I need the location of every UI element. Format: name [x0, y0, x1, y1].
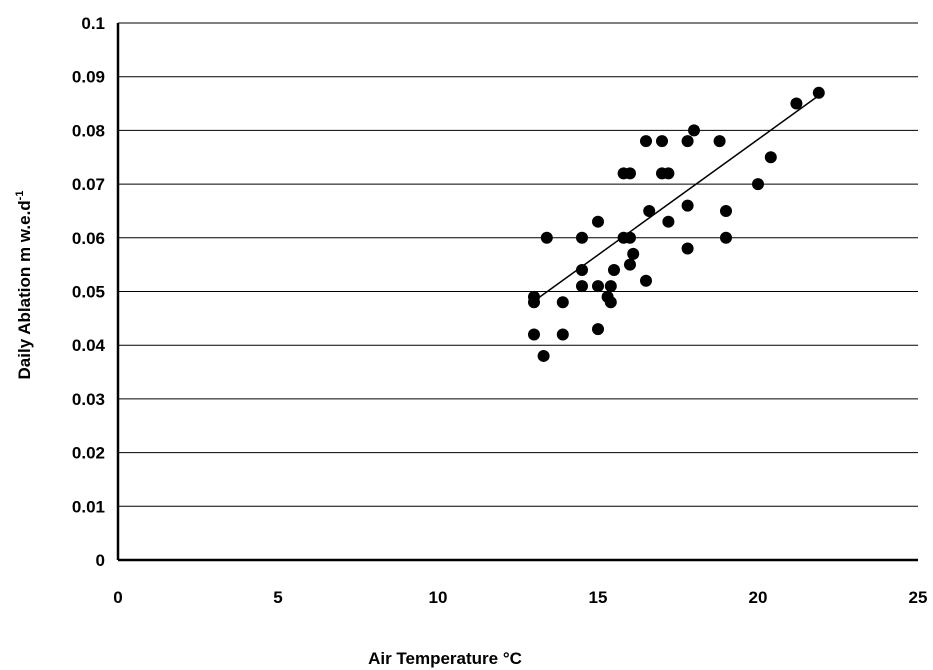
y-tick-label: 0 — [96, 551, 105, 570]
data-point — [604, 296, 617, 309]
data-point — [681, 135, 694, 148]
y-tick-label: 0.03 — [72, 390, 105, 409]
data-point — [576, 280, 588, 293]
data-point — [576, 264, 588, 277]
data-point — [662, 167, 675, 180]
data-point — [640, 135, 652, 148]
y-axis-title-superscript: -1 — [14, 191, 26, 201]
data-point — [688, 124, 700, 137]
data-point — [640, 274, 652, 287]
data-point — [540, 231, 553, 244]
data-point — [627, 247, 640, 260]
data-point — [720, 231, 732, 244]
y-axis-title: Daily Ablation m w.e.d-1 — [14, 191, 34, 380]
y-tick-label: 0.04 — [72, 336, 106, 355]
data-point — [592, 323, 604, 336]
data-point — [624, 167, 636, 180]
data-point — [681, 199, 694, 212]
data-point — [656, 135, 668, 148]
data-point — [528, 328, 540, 341]
y-tick-label: 0.08 — [72, 121, 105, 140]
y-tick-labels: 0 0.01 0.02 0.03 0.04 0.05 0.06 0.07 0.08 0.09 0.1 — [72, 14, 106, 570]
data-point — [752, 178, 764, 191]
x-tick-label: 0 — [113, 588, 122, 607]
y-axis-title-main: Daily Ablation m w.e.d — [15, 200, 34, 379]
x-tick-label: 10 — [429, 588, 448, 607]
data-point — [624, 258, 636, 271]
data-point — [556, 296, 569, 309]
data-point — [662, 215, 675, 228]
data-point — [604, 280, 617, 293]
data-point — [812, 86, 825, 99]
data-point — [681, 242, 694, 255]
gridlines — [118, 22, 918, 507]
data-point — [576, 231, 588, 244]
y-tick-label: 0.1 — [81, 14, 105, 33]
data-point — [643, 204, 656, 217]
data-point — [608, 264, 620, 277]
data-point — [537, 349, 550, 362]
y-tick-label: 0.05 — [72, 283, 105, 302]
x-tick-labels: 0 5 10 15 20 25 — [113, 588, 927, 607]
y-tick-label: 0.01 — [72, 497, 105, 516]
data-point — [556, 328, 569, 341]
data-point — [720, 204, 732, 217]
x-tick-label: 20 — [749, 588, 768, 607]
x-tick-label: 15 — [589, 588, 608, 607]
y-tick-label: 0.09 — [72, 68, 105, 87]
data-point — [624, 231, 636, 244]
data-point — [528, 296, 540, 309]
x-tick-label: 5 — [273, 588, 282, 607]
x-axis-title: Air Temperature °C — [368, 649, 522, 668]
data-point — [764, 151, 777, 164]
data-point — [790, 97, 803, 110]
axes — [116, 23, 918, 562]
y-tick-label: 0.02 — [72, 444, 105, 463]
y-tick-label: 0.07 — [72, 175, 105, 194]
data-point — [592, 280, 604, 293]
x-tick-label: 25 — [909, 588, 928, 607]
y-tick-label: 0.06 — [72, 229, 105, 248]
data-points — [528, 86, 825, 362]
data-point — [592, 215, 604, 228]
data-point — [713, 135, 726, 148]
